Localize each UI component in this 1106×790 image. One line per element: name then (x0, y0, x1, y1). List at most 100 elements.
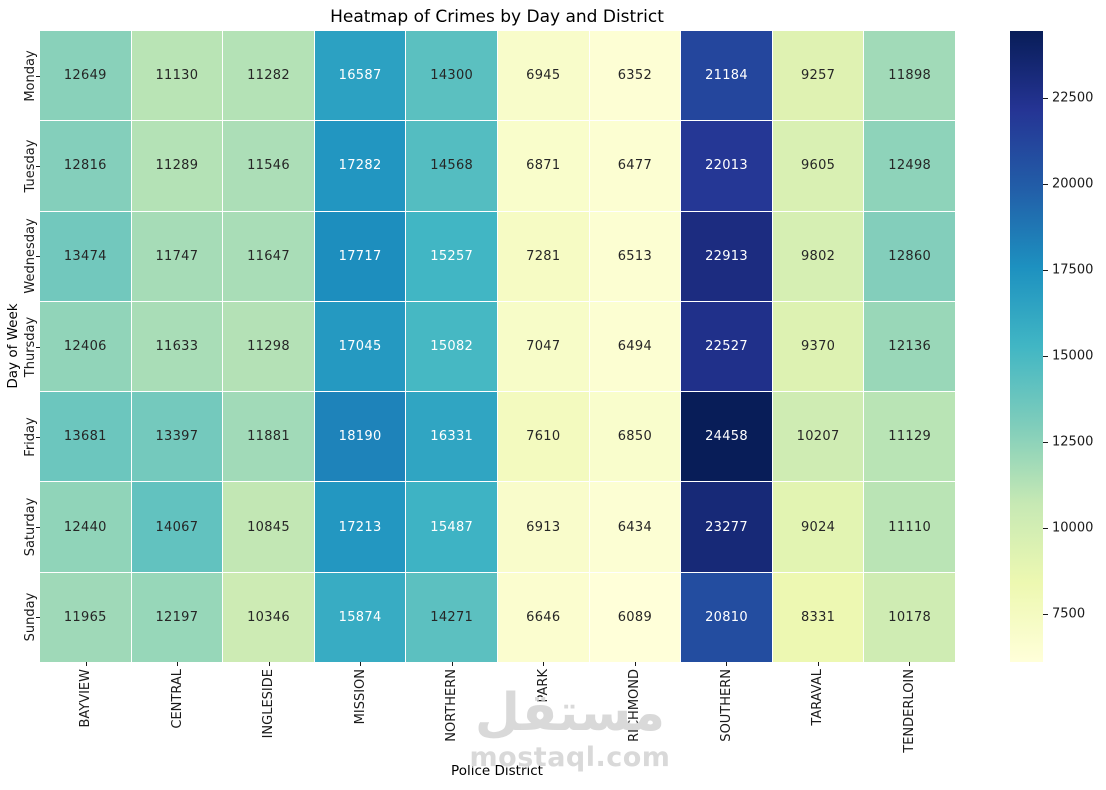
heatmap-cell: 7047 (497, 301, 589, 392)
heatmap-cell: 6513 (589, 211, 681, 301)
heatmap-cell: 15487 (406, 482, 497, 572)
colorbar-tick-label: 12500 (1052, 434, 1094, 450)
heatmap-cell: 9802 (772, 211, 864, 301)
colorbar-tick-label: 7500 (1052, 606, 1086, 622)
x-axis-label: Police District (451, 763, 543, 779)
y-tick-label: Tuesday (23, 139, 38, 193)
y-tick (36, 526, 40, 528)
heatmap-cell: 6089 (589, 572, 681, 662)
heatmap-cell: 12816 (40, 121, 131, 211)
heatmap-cell: 14568 (406, 121, 497, 211)
y-tick (36, 616, 40, 618)
heatmap-cell: 24458 (681, 392, 772, 482)
heatmap-cell: 12440 (40, 482, 131, 572)
heatmap-cell: 12136 (864, 301, 955, 392)
heatmap-grid: 12649 11130 11282 16587 14300 6945 6352 21184 92… (40, 31, 955, 662)
y-tick (36, 346, 40, 348)
heatmap-cell: 6646 (497, 572, 589, 662)
heatmap-cell: 11898 (864, 31, 955, 121)
y-tick-label: Sunday (23, 592, 38, 642)
heatmap-cell: 11130 (131, 31, 223, 121)
y-tick-label: Friday (23, 416, 38, 457)
colorbar-tick-label: 22500 (1052, 90, 1094, 106)
colorbar-tick (1043, 184, 1048, 186)
heatmap-cell: 15082 (406, 301, 497, 392)
heatmap-cell: 6494 (589, 301, 681, 392)
watermark-arabic-text: مستقل (474, 683, 666, 743)
heatmap-cell: 17717 (314, 211, 406, 301)
colorbar-tick (1043, 613, 1048, 615)
heatmap-cell: 12406 (40, 301, 131, 392)
heatmap-cell: 11881 (223, 392, 314, 482)
y-tick (36, 166, 40, 168)
heatmap-cell: 11633 (131, 301, 223, 392)
x-tick-label: SOUTHERN (718, 669, 734, 742)
x-tick-label: TENDERLOIN (901, 669, 917, 753)
heatmap-cell: 11110 (864, 482, 955, 572)
heatmap-cell: 11282 (223, 31, 314, 121)
heatmap-cell: 16331 (406, 392, 497, 482)
colorbar-tick-label: 15000 (1052, 348, 1094, 364)
x-tick-label: NORTHERN (444, 669, 460, 742)
y-tick-label: Monday (23, 50, 38, 102)
heatmap-cell: 10178 (864, 572, 955, 662)
heatmap-cell: 11298 (223, 301, 314, 392)
heatmap-cell: 21184 (681, 31, 772, 121)
heatmap-cell: 12197 (131, 572, 223, 662)
heatmap-cell: 14300 (406, 31, 497, 121)
heatmap-cell: 11647 (223, 211, 314, 301)
heatmap-cell: 22913 (681, 211, 772, 301)
colorbar-tick (1043, 270, 1048, 272)
x-tick-label: INGLESIDE (261, 669, 277, 739)
heatmap-cell: 9024 (772, 482, 864, 572)
x-tick-label: CENTRAL (169, 669, 185, 729)
heatmap-cell: 20810 (681, 572, 772, 662)
y-tick-label: Thursday (23, 316, 38, 377)
heatmap-cell: 11129 (864, 392, 955, 482)
heatmap-cell: 7610 (497, 392, 589, 482)
heatmap-cell: 13397 (131, 392, 223, 482)
heatmap-cell: 6477 (589, 121, 681, 211)
x-tick (177, 662, 179, 666)
heatmap-cell: 10845 (223, 482, 314, 572)
x-tick (817, 662, 819, 666)
heatmap-cell: 8331 (772, 572, 864, 662)
x-tick-label: TARAVAL (810, 669, 826, 726)
heatmap-cell: 12649 (40, 31, 131, 121)
x-tick-label: MISSION (352, 669, 368, 725)
heatmap-cell: 17213 (314, 482, 406, 572)
heatmap-cell: 9370 (772, 301, 864, 392)
x-tick (543, 662, 545, 666)
y-tick (36, 436, 40, 438)
watermark: مستقل mostaql.com (455, 678, 685, 773)
x-tick (909, 662, 911, 666)
x-tick-label: BAYVIEW (78, 669, 94, 728)
colorbar-tick-label: 10000 (1052, 520, 1094, 536)
heatmap-cell: 23277 (681, 482, 772, 572)
colorbar-tick (1043, 355, 1048, 357)
heatmap-cell: 11747 (131, 211, 223, 301)
heatmap-cell: 12860 (864, 211, 955, 301)
x-tick-label: RICHMOND (627, 669, 643, 742)
heatmap-cell: 16587 (314, 31, 406, 121)
x-tick (451, 662, 453, 666)
heatmap-cell: 15874 (314, 572, 406, 662)
heatmap-cell: 11289 (131, 121, 223, 211)
heatmap-cell: 22013 (681, 121, 772, 211)
y-tick-label: Wednesday (23, 218, 38, 294)
heatmap-cell: 6352 (589, 31, 681, 121)
chart-title: Heatmap of Crimes by Day and District (330, 7, 664, 27)
heatmap-cell: 9605 (772, 121, 864, 211)
heatmap-cell: 11965 (40, 572, 131, 662)
heatmap-cell: 6850 (589, 392, 681, 482)
colorbar (1010, 31, 1043, 662)
heatmap-cell: 10207 (772, 392, 864, 482)
x-tick (634, 662, 636, 666)
y-axis-label: Day of Week (5, 303, 21, 389)
heatmap-cell: 15257 (406, 211, 497, 301)
heatmap-cell: 12498 (864, 121, 955, 211)
colorbar-tick-label: 20000 (1052, 176, 1094, 192)
heatmap-cell: 22527 (681, 301, 772, 392)
heatmap-cell: 6871 (497, 121, 589, 211)
y-tick (36, 256, 40, 258)
